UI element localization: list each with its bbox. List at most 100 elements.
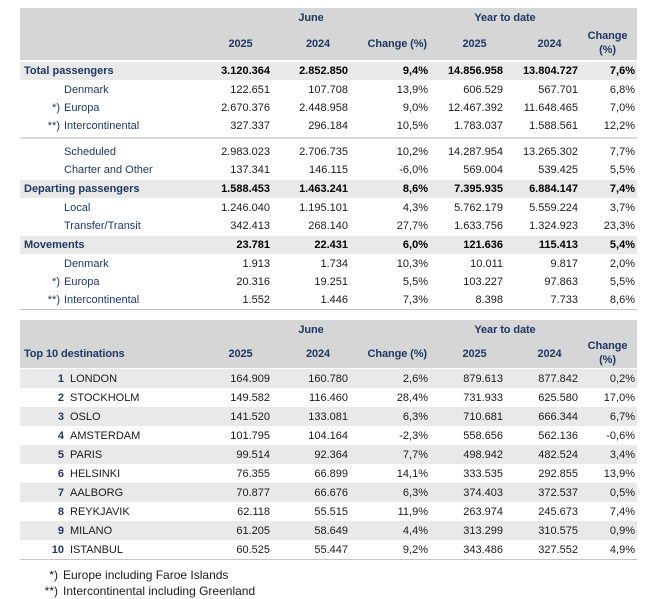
- value-cell: 104.164: [308, 429, 348, 442]
- value-cell: 4,3%: [402, 202, 428, 214]
- destination-label: 7 AALBORG: [20, 487, 195, 499]
- value-cell: 149.582: [230, 391, 270, 404]
- value-cell: -0,6%: [606, 429, 635, 442]
- value-cell: 2,6%: [402, 372, 428, 385]
- ytd-2024-column-header: 2024: [537, 348, 562, 360]
- destination-city: PARIS: [70, 448, 103, 461]
- value-cell: 6,3%: [402, 486, 428, 499]
- footnote-text: Europe including Faroe Islands: [63, 568, 229, 582]
- row-label: **) Intercontinental: [20, 120, 195, 132]
- value-cell: 10.011: [470, 258, 503, 270]
- value-cell: 107.708: [308, 84, 348, 96]
- destination-label: 10 ISTANBUL: [20, 544, 195, 556]
- value-cell: 10,5%: [396, 120, 428, 132]
- value-cell: 60.525: [236, 543, 270, 556]
- top-destinations-body: 1 LONDON 164.909 160.780 2,6% 879.613 877.842 0…: [20, 369, 637, 560]
- section-divider: [20, 137, 637, 143]
- value-cell: 1.195.101: [299, 202, 348, 214]
- value-cell: 8,6%: [609, 294, 635, 306]
- value-cell: 13,9%: [603, 467, 635, 480]
- destination-label: 2 STOCKHOLM: [20, 392, 195, 404]
- value-cell: 569.004: [463, 164, 503, 176]
- footnote-marker-ref: *): [52, 102, 60, 114]
- value-cell: 8.398: [475, 294, 503, 306]
- top-destinations-header: June Year to date Top 10 destinations 20…: [20, 320, 637, 369]
- value-cell: 313.299: [463, 524, 503, 537]
- value-cell: 7,0%: [609, 102, 635, 114]
- row-label: Total passengers: [20, 65, 195, 77]
- value-cell: 10,3%: [396, 258, 428, 270]
- value-cell: 28,4%: [396, 391, 428, 404]
- table-row: **) Intercontinental 1.552 1.446 7,3% 8.398 7.…: [20, 291, 637, 309]
- value-cell: 3,7%: [609, 202, 635, 214]
- value-cell: 1.324.923: [529, 220, 578, 232]
- value-cell: 374.403: [463, 486, 503, 499]
- destination-city: STOCKHOLM: [70, 391, 140, 404]
- value-cell: 1.588.561: [529, 120, 578, 132]
- value-cell: 55.515: [314, 505, 348, 518]
- row-label: Denmark: [20, 84, 195, 96]
- value-cell: 103.227: [463, 276, 503, 288]
- destination-rank: 2: [57, 391, 64, 404]
- value-cell: 268.140: [308, 220, 348, 232]
- value-cell: 160.780: [308, 372, 348, 385]
- value-cell: 9,0%: [402, 102, 428, 114]
- value-cell: 7.733: [550, 294, 578, 306]
- value-cell: 27,7%: [396, 220, 428, 232]
- value-cell: 8,6%: [402, 183, 428, 195]
- row-label-text: Denmark: [64, 258, 109, 270]
- row-label-text: Intercontinental: [64, 294, 140, 306]
- value-cell: 342.413: [230, 220, 270, 232]
- row-label-text: Scheduled: [64, 146, 116, 158]
- destination-city: AALBORG: [70, 486, 124, 499]
- value-cell: 625.580: [538, 391, 578, 404]
- value-cell: 4,4%: [402, 524, 428, 537]
- value-cell: 879.613: [463, 372, 503, 385]
- value-cell: 141.520: [230, 410, 270, 423]
- value-cell: 92.364: [314, 448, 348, 461]
- row-label: Denmark: [20, 258, 195, 270]
- value-cell: 12.467.392: [447, 102, 503, 114]
- value-cell: 7,4%: [609, 183, 635, 195]
- destination-row: 7 AALBORG 70.877 66.676 6,3% 374.403 372.537 0,…: [20, 483, 637, 502]
- table-row: Movements 23.781 22.431 6,0% 121.636 115.413 5…: [20, 235, 637, 255]
- row-label-text: Denmark: [64, 84, 109, 96]
- value-cell: 5.762.179: [454, 202, 503, 214]
- value-cell: 5,5%: [609, 276, 635, 288]
- value-cell: 562.136: [538, 429, 578, 442]
- row-label: Charter and Other: [20, 164, 195, 176]
- value-cell: 7,4%: [609, 505, 635, 518]
- value-cell: 327.552: [538, 543, 578, 556]
- value-cell: 263.974: [463, 505, 503, 518]
- value-cell: 7,7%: [402, 448, 428, 461]
- value-cell: 4,9%: [609, 543, 635, 556]
- row-label-text: Charter and Other: [64, 164, 153, 176]
- table-row: Total passengers 3.120.364 2.852.850 9,4% 14…: [20, 61, 637, 81]
- value-cell: 3,4%: [609, 448, 635, 461]
- destination-city: AMSTERDAM: [70, 429, 141, 442]
- row-label-text: Departing passengers: [24, 183, 140, 195]
- destination-city: REYKJAVIK: [70, 505, 130, 518]
- row-label-text: Total passengers: [24, 65, 114, 77]
- table-row: Transfer/Transit 342.413 268.140 27,7% 1.633…: [20, 217, 637, 235]
- destination-label: 8 REYKJAVIK: [20, 506, 195, 518]
- value-cell: 296.184: [308, 120, 348, 132]
- value-cell: 2.852.850: [299, 65, 348, 77]
- destination-rank: 10: [51, 543, 64, 556]
- value-cell: 1.588.453: [221, 183, 270, 195]
- value-cell: 1.446: [320, 294, 348, 306]
- destination-rank: 4: [57, 429, 64, 442]
- ytd-2025-column-header: 2025: [462, 38, 487, 50]
- value-cell: 333.535: [463, 467, 503, 480]
- value-cell: 1.783.037: [454, 120, 503, 132]
- value-cell: 66.676: [314, 486, 348, 499]
- destination-city: OSLO: [70, 410, 101, 423]
- row-label: Departing passengers: [20, 183, 195, 195]
- traffic-table-header: June Year to date 2025 2024 Change (%) 2…: [20, 8, 637, 61]
- value-cell: 0,2%: [609, 372, 635, 385]
- value-cell: 164.909: [230, 372, 270, 385]
- destination-label: 4 AMSTERDAM: [20, 430, 195, 442]
- value-cell: 666.344: [538, 410, 578, 423]
- value-cell: 2.706.735: [299, 146, 348, 158]
- destination-rank: 5: [57, 448, 64, 461]
